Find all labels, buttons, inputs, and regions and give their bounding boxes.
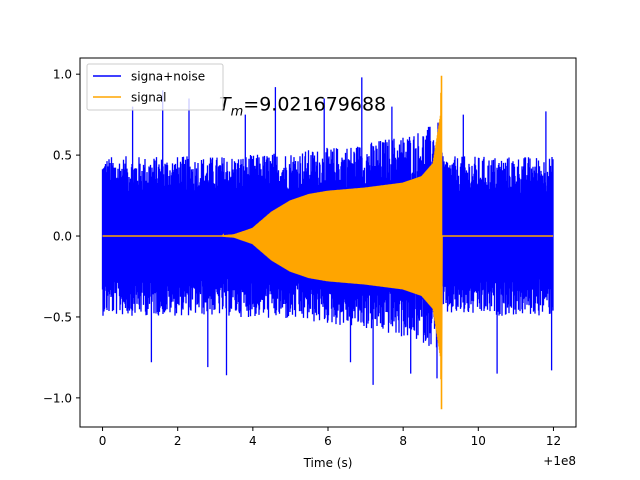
x-axis: 0 2 4 6 8 10 12 bbox=[99, 427, 561, 448]
y-tick-label: −0.5 bbox=[43, 310, 72, 324]
legend: signa+noise signal bbox=[86, 63, 224, 111]
x-tick-label: 12 bbox=[546, 434, 561, 448]
y-tick-label: 1.0 bbox=[53, 68, 72, 82]
x-tick-label: 8 bbox=[399, 434, 407, 448]
annotation-value: =9.021679688 bbox=[243, 93, 386, 115]
x-tick-label: 4 bbox=[249, 434, 257, 448]
legend-label-signal: signal bbox=[131, 91, 167, 105]
merger-time-annotation: Tm=9.021679688 bbox=[219, 93, 386, 119]
y-tick-label: 0.0 bbox=[53, 230, 72, 244]
y-tick-label: 0.5 bbox=[53, 149, 72, 163]
y-axis: 1.0 0.5 0.0 −0.5 −1.0 bbox=[43, 68, 80, 405]
x-tick-label: 0 bbox=[99, 434, 107, 448]
x-tick-label: 10 bbox=[471, 434, 486, 448]
x-tick-label: 2 bbox=[174, 434, 182, 448]
series-line-signal bbox=[102, 75, 553, 410]
x-offset-label: +1e8 bbox=[543, 454, 576, 468]
y-tick-label: −1.0 bbox=[43, 391, 72, 405]
plot-area bbox=[101, 75, 554, 410]
legend-label-signa-noise: signa+noise bbox=[131, 70, 205, 84]
x-axis-label: Time (s) bbox=[303, 456, 353, 470]
x-tick-label: 6 bbox=[324, 434, 332, 448]
annotation-sub: m bbox=[231, 104, 244, 119]
